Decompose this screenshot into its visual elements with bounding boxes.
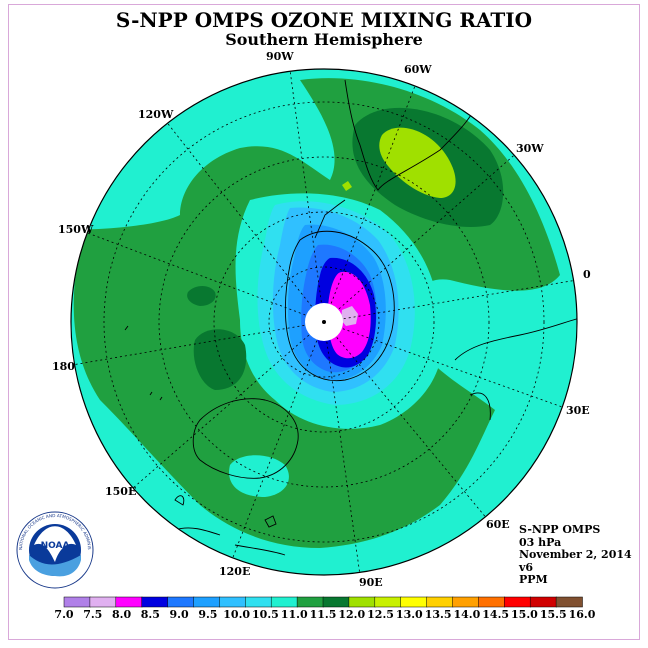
contour-12-5-dot xyxy=(342,181,352,191)
lon-label-60w: 60W xyxy=(404,63,432,76)
lon-label-90e: 90E xyxy=(359,576,383,589)
page-title: S-NPP OMPS OZONE MIXING RATIO xyxy=(115,8,533,32)
colorbar-swatch xyxy=(167,596,195,608)
colorbar-tick-label: 11.5 xyxy=(310,608,337,621)
meridians xyxy=(71,69,577,575)
contour-11-0-inner xyxy=(229,455,289,497)
colorbar-swatch xyxy=(219,596,247,608)
colorbar-swatch xyxy=(400,596,428,608)
colorbar-tick-label: 13.0 xyxy=(396,608,423,621)
latitude-circles xyxy=(103,101,545,543)
contour-12-5 xyxy=(379,127,456,198)
lon-label-0: 0 xyxy=(583,268,591,281)
colorbar-tick-label: 9.5 xyxy=(198,608,217,621)
colorbar-tick-label: 7.5 xyxy=(83,608,102,621)
lon-label-120w: 120W xyxy=(138,108,174,121)
lon-label-150e: 150E xyxy=(105,485,136,498)
colorbar-swatch xyxy=(296,596,324,608)
colorbar-tick-label: 14.0 xyxy=(453,608,480,621)
info-instrument: S-NPP OMPS xyxy=(519,523,601,536)
colorbar-swatch xyxy=(193,596,221,608)
lon-label-120e: 120E xyxy=(219,565,250,578)
colorbar-tick-label: 14.5 xyxy=(482,608,509,621)
info-version: v6 xyxy=(519,560,534,574)
colorbar-swatch xyxy=(529,596,557,608)
colorbar-swatch xyxy=(478,596,506,608)
colorbar-tick-label: 9.0 xyxy=(170,608,189,621)
colorbar-swatch xyxy=(89,596,117,608)
contour-12-0-small xyxy=(187,286,216,306)
lon-label-150w: 150W xyxy=(58,223,94,236)
colorbar-tick-label: 7.0 xyxy=(54,608,73,621)
colorbar-tick-label: 13.5 xyxy=(425,608,452,621)
colorbar-swatch xyxy=(504,596,531,608)
colorbar-swatch xyxy=(322,596,350,608)
lon-label-30e: 30E xyxy=(566,404,590,417)
lon-label-30w: 30W xyxy=(516,142,544,155)
south-pole-marker xyxy=(322,320,326,324)
colorbar-tick-label: 12.5 xyxy=(367,608,394,621)
figure-frame xyxy=(8,4,640,640)
colorbar-swatch xyxy=(115,596,143,608)
ozone-field xyxy=(71,69,577,575)
colorbar-tick-label: 16.0 xyxy=(569,608,596,621)
noaa-logo-text: NOAA xyxy=(41,541,70,551)
lon-label-90w: 90W xyxy=(266,50,294,63)
lon-label-180: 180 xyxy=(52,360,75,373)
contour-12-0-pacific xyxy=(193,329,247,390)
colorbar-tick-label: 12.0 xyxy=(338,608,365,621)
colorbar-swatch xyxy=(63,596,91,608)
colorbar-tick-label: 11.0 xyxy=(281,608,308,621)
info-level: 03 hPa xyxy=(519,535,562,549)
colorbar: 7.0 7.5 8.0 8.5 9.0 9.5 10.0 10.5 11.0 11.5 12.0 12… xyxy=(54,596,596,621)
colorbar-swatch xyxy=(270,596,298,608)
colorbar-tick-label: 8.0 xyxy=(112,608,131,621)
globe-outline xyxy=(70,68,578,576)
colorbar-tick-label: 10.0 xyxy=(223,608,250,621)
colorbar-swatch xyxy=(374,596,402,608)
colorbar-swatch xyxy=(245,596,272,608)
lon-label-60e: 60E xyxy=(486,518,510,531)
colorbar-swatch xyxy=(452,596,480,608)
colorbar-tick-label: 8.5 xyxy=(141,608,160,621)
colorbar-swatch xyxy=(348,596,376,608)
contour-7-5 xyxy=(341,306,358,326)
page-subtitle: Southern Hemisphere xyxy=(225,30,423,49)
colorbar-swatch xyxy=(426,596,454,608)
colorbar-tick-label: 15.0 xyxy=(511,608,538,621)
colorbar-swatch xyxy=(555,596,583,608)
colorbar-tick-label: 15.5 xyxy=(540,608,567,621)
info-date: November 2, 2014 xyxy=(519,548,632,561)
info-units: PPM xyxy=(519,573,548,586)
info-block: S-NPP OMPS 03 hPa November 2, 2014 v6 PP… xyxy=(519,523,632,587)
colorbar-swatch xyxy=(141,596,169,608)
colorbar-tick-label: 10.5 xyxy=(252,608,279,621)
